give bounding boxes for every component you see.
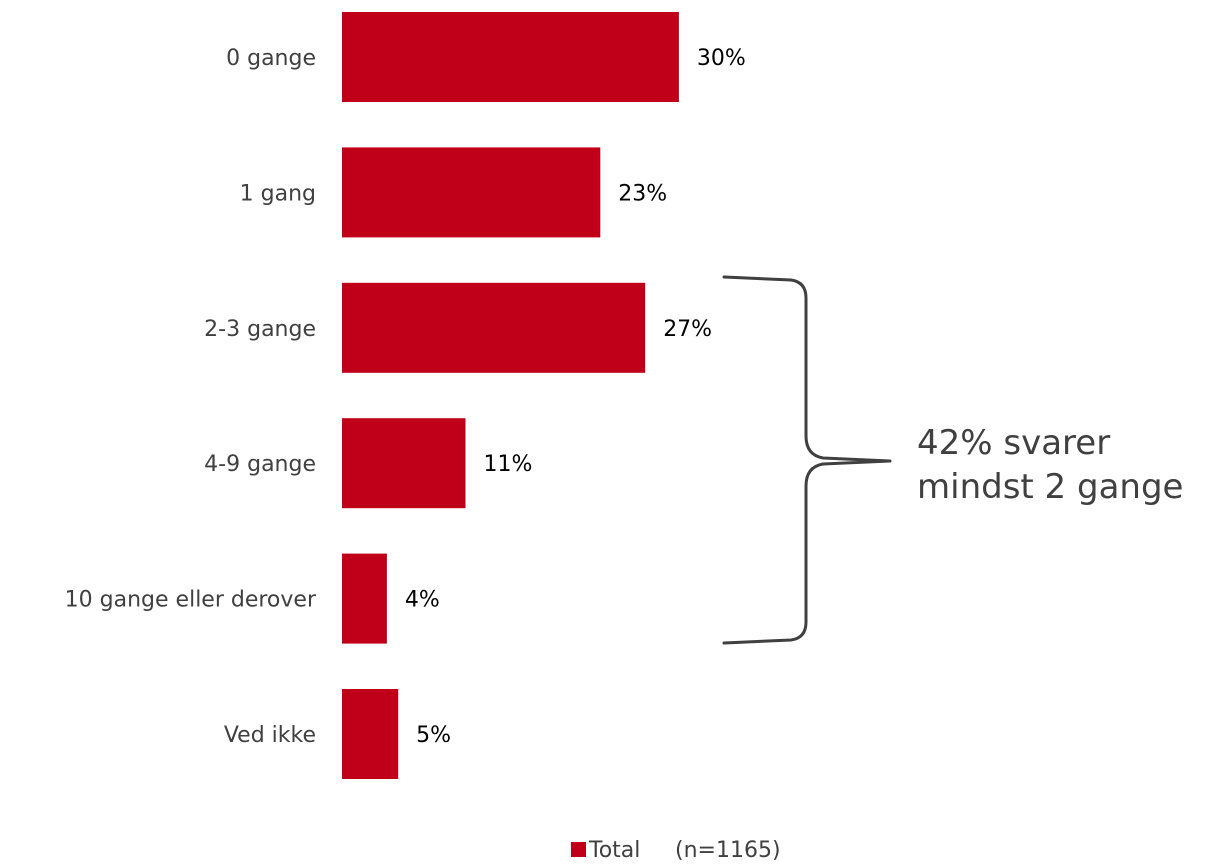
bar (342, 282, 646, 373)
value-label: 30% (697, 46, 746, 71)
category-labels: 0 gange 1 gang 2-3 gange 4-9 gange 10 gange … (65, 46, 317, 748)
annotation-brace (722, 275, 892, 645)
value-label: 4% (405, 588, 440, 613)
bar (342, 418, 466, 509)
bar (342, 12, 679, 102)
value-label: 27% (663, 317, 712, 342)
bar (342, 553, 387, 644)
annotation-line-1: 42% svarer (917, 423, 1110, 463)
category-label: 0 gange (226, 46, 316, 71)
bars (342, 12, 679, 779)
value-label: 5% (416, 723, 451, 748)
value-label: 23% (618, 181, 667, 206)
annotation-line-2: mindst 2 gange (917, 467, 1183, 507)
category-label: Ved ikke (224, 723, 316, 748)
category-label: 2-3 gange (204, 317, 316, 342)
bar (342, 147, 601, 238)
value-labels: 30% 23% 27% 11% 4% 5% (405, 46, 746, 748)
legend-label: Total (588, 838, 640, 863)
value-label: 11% (484, 452, 533, 477)
category-label: 1 gang (240, 181, 316, 206)
category-label: 10 gange eller derover (65, 588, 317, 613)
legend-note: (n=1165) (675, 838, 781, 863)
category-label: 4-9 gange (204, 452, 316, 477)
bar (342, 689, 399, 779)
legend-swatch (571, 842, 586, 857)
legend: Total (n=1165) (571, 838, 781, 863)
annotation-text: 42% svarer mindst 2 gange (917, 423, 1183, 507)
